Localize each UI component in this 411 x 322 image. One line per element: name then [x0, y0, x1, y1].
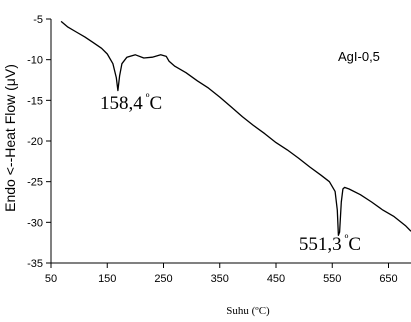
x-tick-label: 550	[323, 273, 341, 285]
y-tick-label: -5	[33, 14, 43, 26]
y-tick-label: -20	[27, 136, 43, 148]
x-tick-label: 50	[45, 273, 57, 285]
peak-2-unit: C	[348, 234, 361, 255]
x-tick-label: 350	[211, 273, 229, 285]
x-tick-label: 150	[98, 273, 116, 285]
peak-annotation-2: 551,3 ºC	[299, 232, 361, 255]
series-label: AgI-0,5	[338, 49, 380, 64]
x-axis-label: Suhu (ºC)	[226, 305, 270, 317]
series-group	[60, 20, 411, 236]
y-tick-label: -30	[27, 217, 43, 229]
y-tick-label: -10	[27, 55, 43, 67]
y-tick-label: -25	[27, 177, 43, 189]
x-tick-label: 250	[154, 273, 172, 285]
peak-2-value: 551,3	[299, 234, 342, 255]
peak-1-unit: C	[149, 93, 162, 114]
y-axis-label: Endo <--Heat Flow (μV)	[2, 64, 18, 212]
peak-1-degree: º	[143, 91, 150, 105]
y-tick-label: -35	[27, 258, 43, 270]
peak-annotation-1: 158,4 ºC	[100, 91, 162, 114]
y-tick-label: -15	[27, 95, 43, 107]
peak-2-degree: º	[342, 232, 349, 246]
x-tick-label: 450	[267, 273, 285, 285]
peak-1-value: 158,4	[100, 93, 143, 114]
x-tick-label: 650	[379, 273, 397, 285]
series-line-0	[60, 20, 411, 236]
